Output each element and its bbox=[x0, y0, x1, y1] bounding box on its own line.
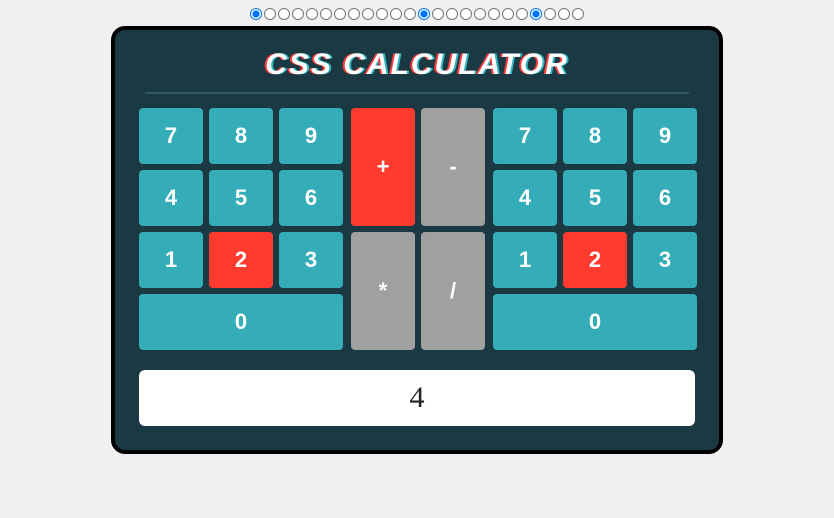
state-radio-8[interactable] bbox=[362, 8, 374, 20]
right-key-3[interactable]: 3 bbox=[633, 232, 697, 288]
state-radio-14[interactable] bbox=[446, 8, 458, 20]
op-plus[interactable]: + bbox=[351, 108, 415, 226]
right-key-0[interactable]: 0 bbox=[493, 294, 697, 350]
left-key-8[interactable]: 8 bbox=[209, 108, 273, 164]
state-radio-3[interactable] bbox=[292, 8, 304, 20]
op-multiply[interactable]: * bbox=[351, 232, 415, 350]
state-radio-20[interactable] bbox=[530, 8, 542, 20]
state-radio-21[interactable] bbox=[544, 8, 556, 20]
left-key-6[interactable]: 6 bbox=[279, 170, 343, 226]
right-number-pad: 789 456 123 0 bbox=[493, 108, 697, 350]
result-display: 4 bbox=[139, 370, 695, 426]
state-radio-18[interactable] bbox=[502, 8, 514, 20]
right-key-6[interactable]: 6 bbox=[633, 170, 697, 226]
right-key-1[interactable]: 1 bbox=[493, 232, 557, 288]
left-key-7[interactable]: 7 bbox=[139, 108, 203, 164]
right-key-5[interactable]: 5 bbox=[563, 170, 627, 226]
state-radio-7[interactable] bbox=[348, 8, 360, 20]
right-key-4[interactable]: 4 bbox=[493, 170, 557, 226]
state-radio-0[interactable] bbox=[250, 8, 262, 20]
calculator-panel: CSS CALCULATOR 7894561230 +-*/ 789456123… bbox=[111, 26, 723, 454]
state-radio-16[interactable] bbox=[474, 8, 486, 20]
state-radio-11[interactable] bbox=[404, 8, 416, 20]
left-key-0[interactable]: 0 bbox=[139, 294, 343, 350]
left-key-2[interactable]: 2 bbox=[209, 232, 273, 288]
keypad-area: 7894561230 +-*/ 7894561230 bbox=[139, 108, 695, 350]
op-minus[interactable]: - bbox=[421, 108, 485, 226]
state-radio-19[interactable] bbox=[516, 8, 528, 20]
left-key-1[interactable]: 1 bbox=[139, 232, 203, 288]
state-radio-row bbox=[0, 0, 834, 26]
left-key-3[interactable]: 3 bbox=[279, 232, 343, 288]
right-key-9[interactable]: 9 bbox=[633, 108, 697, 164]
operator-pad: +-*/ bbox=[351, 108, 485, 350]
state-radio-5[interactable] bbox=[320, 8, 332, 20]
left-key-4[interactable]: 4 bbox=[139, 170, 203, 226]
state-radio-1[interactable] bbox=[264, 8, 276, 20]
state-radio-13[interactable] bbox=[432, 8, 444, 20]
state-radio-17[interactable] bbox=[488, 8, 500, 20]
state-radio-9[interactable] bbox=[376, 8, 388, 20]
left-key-5[interactable]: 5 bbox=[209, 170, 273, 226]
title-divider bbox=[145, 92, 689, 94]
state-radio-15[interactable] bbox=[460, 8, 472, 20]
left-key-9[interactable]: 9 bbox=[279, 108, 343, 164]
calculator-title: CSS CALCULATOR bbox=[139, 48, 695, 92]
state-radio-22[interactable] bbox=[558, 8, 570, 20]
left-number-pad: 789 456 123 0 bbox=[139, 108, 343, 350]
op-divide[interactable]: / bbox=[421, 232, 485, 350]
right-key-2[interactable]: 2 bbox=[563, 232, 627, 288]
right-key-8[interactable]: 8 bbox=[563, 108, 627, 164]
right-key-7[interactable]: 7 bbox=[493, 108, 557, 164]
state-radio-6[interactable] bbox=[334, 8, 346, 20]
state-radio-4[interactable] bbox=[306, 8, 318, 20]
state-radio-2[interactable] bbox=[278, 8, 290, 20]
state-radio-12[interactable] bbox=[418, 8, 430, 20]
state-radio-10[interactable] bbox=[390, 8, 402, 20]
state-radio-23[interactable] bbox=[572, 8, 584, 20]
